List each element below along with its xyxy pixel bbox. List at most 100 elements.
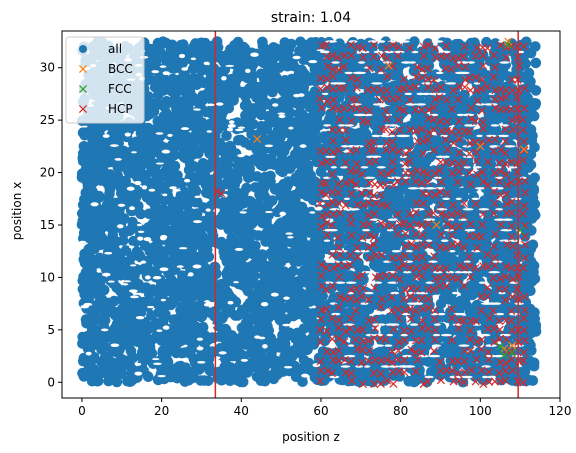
point-all — [198, 142, 210, 153]
point-all — [295, 64, 307, 76]
point-all — [267, 251, 278, 263]
point-all — [119, 213, 130, 224]
point-all — [470, 287, 481, 299]
point-all — [260, 292, 272, 304]
point-all — [203, 174, 214, 185]
point-all — [212, 372, 223, 384]
point-all — [256, 94, 268, 106]
point-all — [412, 373, 424, 385]
point-all — [232, 160, 244, 171]
point-all — [107, 212, 118, 223]
point-all — [211, 137, 223, 148]
point-all — [284, 163, 296, 174]
point-all — [132, 278, 143, 290]
point-all — [197, 52, 208, 63]
point-all — [82, 205, 93, 217]
point-all — [127, 352, 139, 363]
point-all — [279, 251, 291, 263]
chart-title: strain: 1.04 — [271, 10, 351, 26]
point-all — [94, 125, 105, 136]
point-all — [438, 142, 450, 153]
point-all — [230, 271, 242, 282]
point-all — [188, 368, 199, 380]
point-all — [169, 136, 181, 148]
point-all — [523, 67, 535, 79]
point-all — [205, 210, 216, 221]
point-all — [111, 246, 122, 257]
point-all — [185, 344, 196, 356]
point-all — [226, 91, 238, 103]
point-all — [239, 137, 250, 148]
point-all — [113, 178, 125, 189]
point-all — [219, 204, 231, 215]
point-all — [190, 321, 202, 332]
point-all — [290, 97, 302, 109]
point-all — [98, 284, 110, 296]
point-all — [199, 127, 211, 139]
point-all — [150, 317, 161, 329]
point-all — [250, 213, 261, 224]
point-all — [288, 117, 300, 128]
point-all — [156, 51, 167, 63]
point-all — [132, 171, 143, 183]
point-all — [530, 41, 541, 52]
point-all — [97, 303, 109, 315]
point-all — [210, 75, 222, 86]
point-all — [418, 156, 430, 167]
point-all — [103, 238, 114, 249]
point-all — [149, 225, 160, 237]
point-all — [258, 183, 270, 195]
point-all — [380, 324, 391, 336]
point-all — [172, 221, 184, 233]
point-all — [297, 43, 309, 55]
point-all — [188, 306, 200, 317]
point-all — [106, 366, 117, 378]
point-all — [278, 95, 290, 107]
point-all — [312, 288, 324, 300]
point-all — [286, 73, 298, 85]
point-all — [244, 336, 255, 347]
point-all — [77, 338, 88, 349]
point-all — [120, 162, 132, 173]
point-all — [266, 44, 277, 55]
point-all — [498, 95, 510, 106]
point-all — [309, 176, 320, 187]
point-all — [368, 254, 380, 265]
point-all — [221, 130, 232, 141]
point-all — [83, 292, 95, 303]
point-all — [209, 310, 220, 322]
point-all — [119, 269, 130, 280]
point-all — [205, 91, 216, 102]
point-all — [149, 241, 160, 253]
point-all — [491, 125, 502, 136]
point-all — [274, 218, 286, 229]
point-all — [523, 208, 535, 220]
point-all — [189, 161, 200, 172]
point-all — [414, 364, 425, 376]
point-all — [227, 186, 239, 197]
point-all — [131, 300, 143, 311]
point-all — [241, 282, 252, 294]
plot-area — [76, 31, 542, 398]
point-all — [85, 182, 96, 194]
point-all — [281, 191, 293, 203]
point-all — [291, 151, 302, 163]
point-all — [80, 214, 91, 226]
point-all — [468, 191, 480, 202]
point-all — [158, 195, 170, 206]
point-all — [298, 246, 309, 258]
point-all — [527, 130, 538, 141]
point-all — [530, 57, 542, 69]
point-all — [290, 172, 301, 184]
point-all — [521, 339, 533, 350]
point-all — [172, 111, 183, 123]
point-all — [251, 144, 262, 155]
point-all — [528, 266, 539, 278]
point-all — [144, 43, 156, 55]
point-all — [201, 161, 213, 172]
point-all — [254, 320, 265, 331]
point-all — [323, 230, 335, 241]
point-all — [372, 347, 384, 359]
point-all — [266, 347, 277, 358]
